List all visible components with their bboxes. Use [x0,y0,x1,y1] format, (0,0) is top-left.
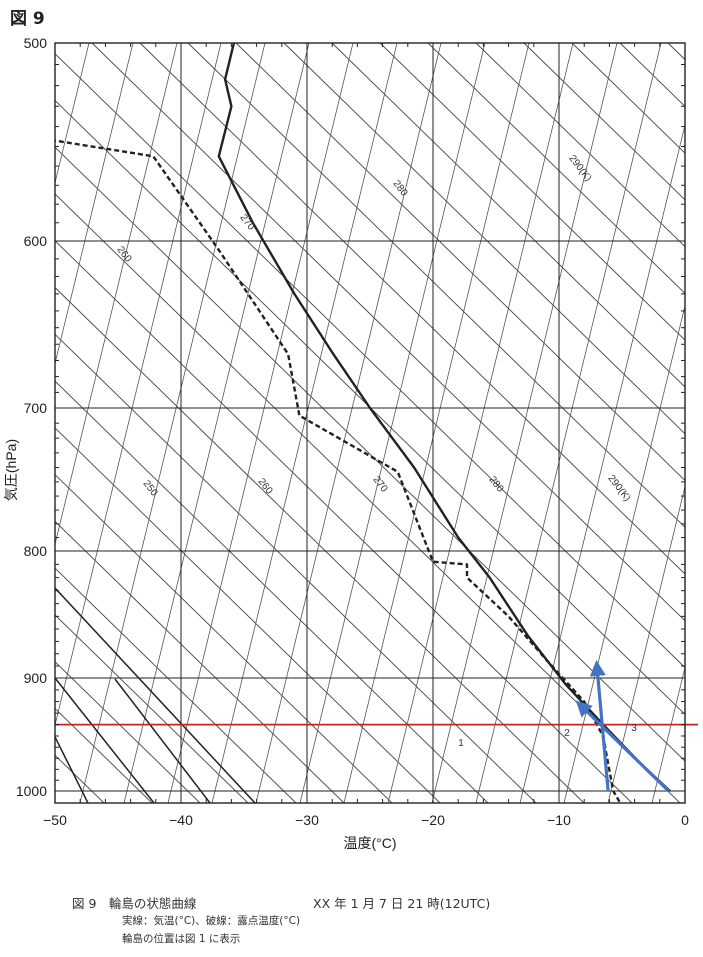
potential-temperature-label: 290(K) [566,153,593,183]
adiabat-line [55,614,249,803]
x-tick-label: 0 [681,812,689,828]
skew-t-chart: 500 600 700 800 900 1000 −50 −40 −30 −20 −10 0 温度(°C… [0,35,703,851]
x-tick-label: −50 [43,812,67,828]
adiabat-line [187,43,685,528]
adiabat-line [55,754,105,803]
adiabat-line [55,193,681,803]
mixing-ratio-line [299,43,486,803]
x-tick-label: −20 [421,812,445,828]
adiabat-line [55,520,345,803]
x-tick-label: −40 [169,812,193,828]
x-tick-label: −30 [295,812,319,828]
moist-adiabat-line [55,736,89,803]
adiabat-line [91,43,685,622]
adiabat-line [55,427,441,803]
adiabat-line [55,707,153,803]
adiabat-line [55,99,685,715]
wind-arrow [589,659,610,792]
mixing-ratio-line [0,43,45,803]
y-tick-label: 1000 [16,783,47,799]
caption-legend-note: 実線：気温(°C)、破線：露点温度(°C) [122,915,301,927]
mixing-ratio-line [211,43,398,803]
adiabat-line [139,43,685,575]
caption-time: XX 年 1 月 7 日 21 時(12UTC) [313,896,491,911]
mixing-ratio-label: 3 [631,723,637,734]
y-tick-label: 900 [24,670,48,686]
wind-arrow [575,700,670,793]
mixing-ratio-line [255,43,442,803]
y-axis-label: 気圧(hPa) [3,439,19,501]
moist-adiabat-line [55,587,256,803]
caption-title: 図 9 輪島の状態曲線 [72,896,197,911]
adiabat-line [331,43,685,388]
mixing-ratio-line [55,43,134,366]
adiabat-line [55,53,685,669]
adiabat-line [55,333,537,803]
x-tick-label: −10 [547,812,571,828]
tick-marks [54,42,686,803]
adiabat-line [55,474,393,803]
moist-adiabat-line [114,678,211,803]
y-tick-label: 500 [24,35,48,51]
mixing-ratio-label: 2 [564,728,570,739]
mixing-ratio-line [651,665,685,803]
adiabat-line [379,43,685,341]
y-tick-label: 700 [24,400,48,416]
mixing-ratio-line [55,43,222,727]
adiabat-line [619,43,685,107]
mixing-ratio-line [431,43,618,803]
x-axis-label: 温度(°C) [343,835,396,851]
mixing-ratio-line [519,123,685,803]
potential-temperature-label: 290(K) [605,473,632,503]
mixing-ratio-line [343,43,530,803]
adiabat-line [55,380,489,803]
adiabat-line [475,43,685,248]
adiabat-line [55,661,201,803]
adiabat-line [55,567,297,803]
mixing-ratio-line [79,43,266,803]
adiabat-line [55,240,633,803]
mixing-ratio-line [387,43,574,803]
mixing-ratio-line [167,43,354,803]
adiabat-line [283,43,685,435]
annotations [55,659,698,793]
adiabat-line [0,43,8,803]
adiabat-line [55,286,585,803]
adiabat-line [427,43,685,295]
mixing-ratio-line [55,43,90,185]
potential-temperature-label: 250 [140,478,159,498]
y-tick-label: 600 [24,233,48,249]
adiabat-line [55,801,57,803]
mixing-ratio-line [696,43,703,803]
figure-label: 図 9 [10,9,45,29]
mixing-ratio-line [55,43,178,546]
potential-temperature-label: 270 [237,212,256,232]
mixing-ratio-line [123,43,310,803]
y-tick-label: 800 [24,543,48,559]
potential-temperature-label: 270 [370,474,389,494]
potential-temperature-label: 260 [255,476,274,496]
mixing-ratio-line [475,43,662,803]
caption-location-note: 輪島の位置は図 1 に表示 [122,933,241,945]
mixing-ratio-line [607,484,685,803]
adiabat-line [523,43,685,201]
mixing-ratio-label: 1 [458,738,464,749]
moist-adiabat-line [55,677,155,803]
diagonal-guide-lines [0,43,703,803]
potential-temperature-label: 260 [114,244,133,264]
